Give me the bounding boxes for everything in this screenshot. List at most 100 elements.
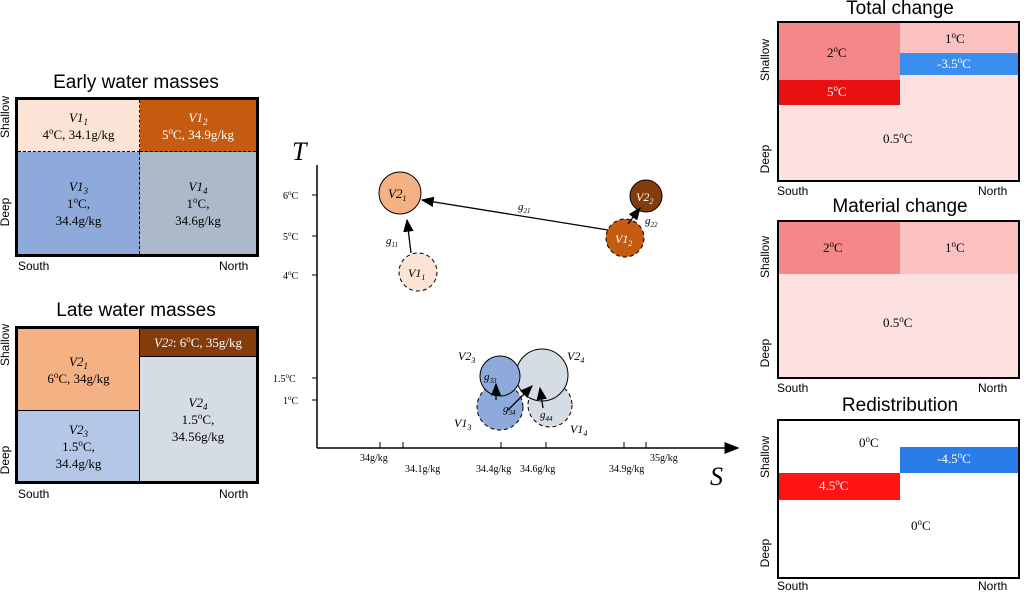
total-title: Total change [846, 0, 954, 19]
late-y-deep: Deep [0, 445, 12, 475]
ytick-4: 4oC [283, 269, 299, 282]
ytick-1: 1oC [283, 394, 299, 407]
late-x-north: North [219, 487, 249, 501]
late-v22-cell: V2 2: 6oC, 35g/kg [140, 329, 256, 357]
early-v13-cell: V13 1oC, 34.4g/kg [18, 152, 140, 254]
v24-temp: 1.5oC, [181, 410, 215, 427]
redis-val-0-deep: 0oC [911, 517, 931, 534]
v11-sub: 1 [83, 116, 88, 127]
v12-values: 5oC, 34.9g/kg [161, 125, 235, 142]
v14-circle-label: V14 [570, 422, 587, 438]
g11-label: g11 [386, 235, 398, 249]
redis-title: Redistribution [841, 395, 959, 416]
early-x-north: North [219, 259, 249, 273]
v21-values: 6oC, 34g/kg [47, 369, 110, 386]
material-val-1: 1oC [945, 239, 965, 256]
v14-label: V1 [188, 178, 203, 194]
late-grid: V21 6oC, 34g/kg V2 2: 6oC, 35g/kg V23 1.5… [15, 326, 259, 484]
xtick-35: 35g/kg [650, 453, 678, 464]
v24-circle-label: V24 [567, 349, 584, 365]
total-n1-cell [900, 23, 1018, 53]
g22-label: g22 [645, 215, 658, 229]
g21-arrow [420, 196, 609, 231]
total-sw-cell [779, 23, 900, 80]
material-title: Material change [832, 196, 968, 217]
s-axis-label: S [710, 462, 723, 491]
redis-s-cell [779, 473, 900, 500]
v22-circle [629, 179, 663, 213]
late-v21-cell: V21 6oC, 34g/kg [18, 329, 140, 411]
xtick-34-6: 34.6g/kg [520, 464, 555, 475]
v24-sub: 4 [202, 401, 208, 412]
ytick-6: 6oC [283, 189, 299, 202]
early-v11-cell: V11 4oC, 34.1g/kg [18, 100, 140, 152]
v12-label: V1 [188, 109, 203, 125]
v13-label: V1 [69, 178, 84, 194]
v12-circle [605, 218, 645, 258]
total-grid: 2oC 1oC -3.5oC 5oC 0.5oC [777, 21, 1020, 182]
xtick-34-9: 34.9g/kg [609, 464, 644, 475]
total-s2-cell [779, 80, 900, 105]
early-x-south: South [18, 259, 50, 273]
v12-sub: 2 [202, 116, 208, 127]
v14-sub: 4 [202, 185, 208, 196]
v13-temp: 1oC, [67, 194, 90, 211]
v21-sub: 1 [83, 360, 88, 371]
v21-circle-label: V21 [388, 186, 406, 203]
late-x-south: South [18, 487, 50, 501]
xtick-34-1: 34.1g/kg [405, 464, 440, 475]
v11-circle [398, 252, 438, 292]
late-y-shallow: Shallow [0, 323, 12, 367]
redis-val-neg45: -4.5oC [937, 450, 971, 467]
ts-diagram: T S 6oC 5oC 4oC 1.5oC 1oC 34g/kg 34.1g/k… [273, 137, 740, 491]
late-title: Late water masses [56, 300, 216, 321]
ytick-5: 5oC [283, 230, 299, 243]
v14-temp: 1oC, [186, 194, 210, 211]
early-v12-cell: V12 5oC, 34.9g/kg [140, 100, 256, 152]
v13-sub: 3 [83, 185, 88, 196]
late-v23-cell: V23 1.5oC, 34.4g/kg [18, 411, 140, 481]
v13-circle-label: V13 [454, 416, 471, 432]
redis-x-south: South [777, 579, 809, 593]
xtick-34-4: 34.4g/kg [476, 464, 511, 475]
late-v24-cell: V24 1.5oC, 34.56g/kg [140, 357, 256, 481]
redis-val-0-top: 0oC [859, 434, 879, 451]
v24-salinity: 34.56g/kg [171, 428, 225, 444]
g11-arrow [403, 218, 414, 254]
v11-label: V1 [69, 109, 84, 125]
t-axis-label: T [292, 137, 308, 166]
v23-salinity: 34.4g/kg [55, 455, 102, 471]
total-y-deep: Deep [758, 144, 772, 174]
v23-sub: 3 [83, 428, 88, 439]
v22-values: : 6oC, 35g/kg [172, 334, 243, 351]
early-v14-cell: V14 1oC, 34.6g/kg [140, 152, 256, 254]
material-grid: 2oC 1oC 0.5oC [777, 220, 1020, 379]
v11-values: 4oC, 34.1g/kg [42, 125, 115, 142]
v23-label: V2 [69, 421, 84, 437]
v22-circle-label: V22 [636, 190, 653, 206]
total-val-1: 1oC [945, 30, 965, 47]
redis-grid: 0oC -4.5oC 4.5oC 0oC [777, 419, 1020, 579]
material-val-05: 0.5oC [883, 314, 913, 331]
early-title: Early water masses [53, 72, 219, 93]
material-sw-cell [779, 222, 900, 274]
g21-label: g21 [518, 201, 531, 215]
total-n2-cell [900, 53, 1018, 75]
redis-x-north: North [978, 579, 1008, 593]
g22-arrow [627, 206, 641, 225]
early-grid: V11 4oC, 34.1g/kg V12 5oC, 34.9g/kg V13 … [15, 97, 259, 257]
ytick-1-5: 1.5oC [273, 372, 296, 385]
early-y-shallow: Shallow [0, 95, 12, 139]
v21-circle [378, 171, 422, 215]
material-x-north: North [978, 381, 1008, 395]
g44-arrow [536, 386, 547, 409]
total-val-neg35: -3.5oC [937, 55, 971, 72]
v23-temp: 1.5oC, [62, 437, 95, 454]
v12-circle-label: V12 [615, 232, 632, 248]
total-y-shallow: Shallow [758, 38, 772, 82]
v14-salinity: 34.6g/kg [175, 212, 221, 228]
total-val-2: 2oC [827, 44, 847, 61]
redis-n-cell [900, 447, 1018, 473]
xtick-34: 34g/kg [360, 453, 388, 464]
material-y-deep: Deep [758, 338, 772, 368]
